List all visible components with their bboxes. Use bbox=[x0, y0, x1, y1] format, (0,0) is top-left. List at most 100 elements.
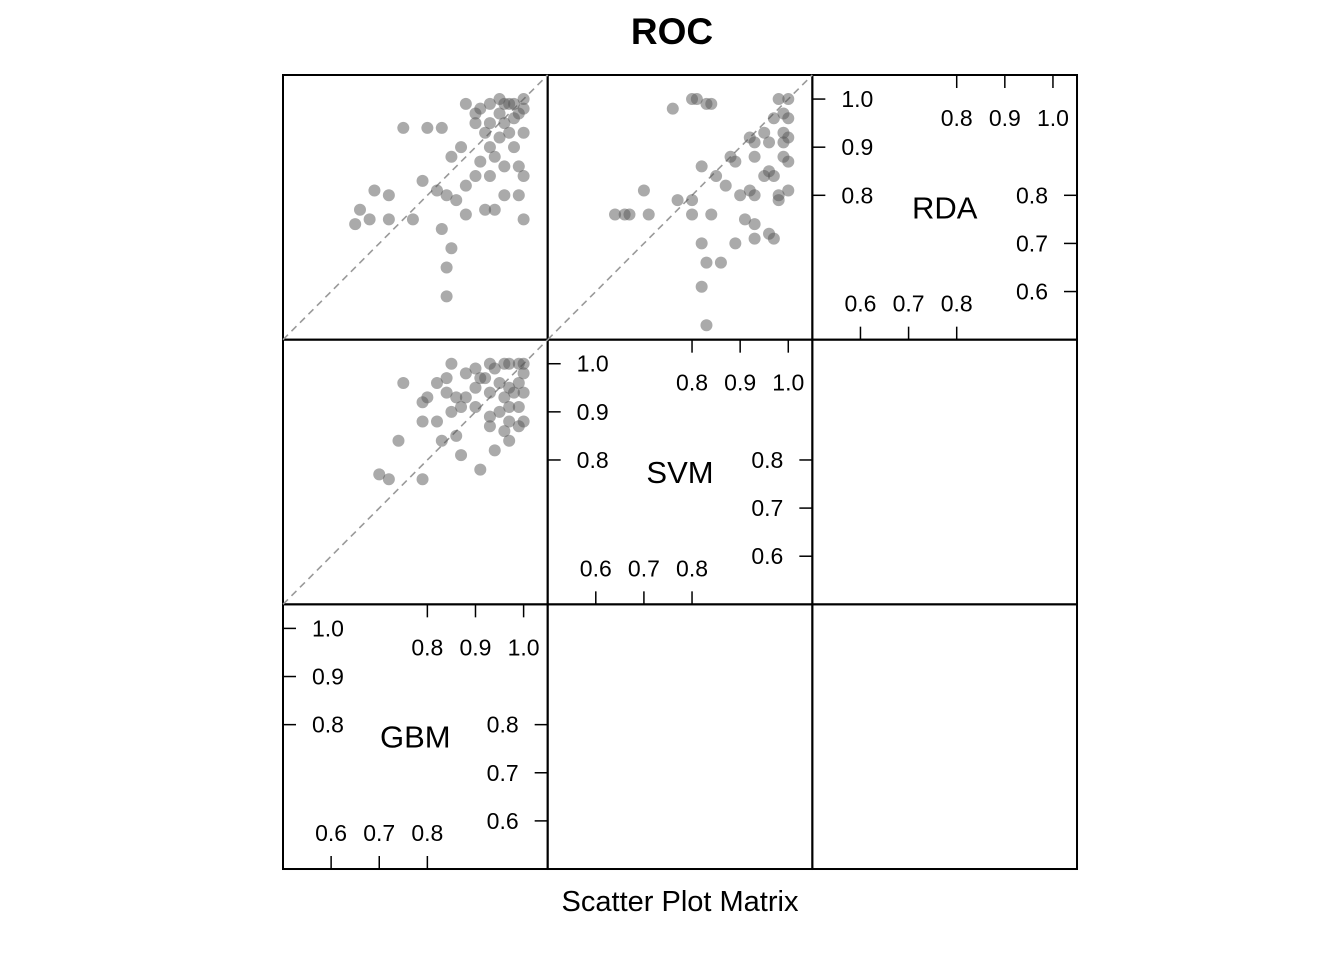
svm-vs-gbm-point bbox=[503, 357, 516, 370]
rda-vs-svm-point bbox=[748, 136, 761, 149]
rda-vs-gbm-point bbox=[435, 222, 448, 235]
rda-vs-svm-point bbox=[748, 189, 761, 202]
rda-vs-svm-point bbox=[686, 208, 699, 221]
rda-vs-svm-point bbox=[695, 160, 708, 173]
rda-vs-gbm-point bbox=[450, 194, 463, 207]
rda-vs-svm-point bbox=[695, 237, 708, 250]
rda-vs-gbm-point bbox=[440, 290, 453, 303]
rda-vs-svm-point bbox=[719, 179, 732, 192]
rda-vs-gbm-point bbox=[349, 218, 362, 231]
x-axis-label: Scatter Plot Matrix bbox=[562, 886, 799, 918]
svm-vs-gbm-point bbox=[488, 444, 501, 457]
rda-vs-gbm-point bbox=[517, 213, 530, 226]
rda-vs-gbm-point bbox=[493, 131, 506, 144]
rda-top-tick-label: 1.0 bbox=[1037, 105, 1069, 131]
rda-top-tick-label: 0.8 bbox=[941, 105, 973, 131]
gbm-top-tick-label: 0.8 bbox=[411, 634, 443, 660]
rda-vs-gbm-point bbox=[493, 107, 506, 120]
rda-vs-gbm-point bbox=[479, 126, 492, 139]
rda-vs-svm-point bbox=[671, 194, 684, 207]
svm-vs-gbm-point bbox=[450, 429, 463, 442]
rda-vs-gbm-point bbox=[469, 170, 482, 183]
rda-vs-svm-point bbox=[623, 208, 636, 221]
svm-vs-gbm-point bbox=[469, 381, 482, 394]
rda-vs-svm-point bbox=[714, 256, 727, 269]
rda-vs-gbm-point bbox=[440, 261, 453, 274]
rda-vs-svm-point bbox=[748, 232, 761, 245]
svm-vs-gbm-point bbox=[445, 405, 458, 418]
gbm-right-tick-label: 0.6 bbox=[487, 808, 519, 834]
rda-vs-svm-point bbox=[700, 256, 713, 269]
svm-right-tick-label: 0.7 bbox=[751, 495, 783, 521]
rda-vs-gbm-point bbox=[474, 102, 487, 115]
rda-vs-svm-point bbox=[748, 218, 761, 231]
rda-vs-gbm-point bbox=[382, 189, 395, 202]
rda-vs-svm-point bbox=[686, 194, 699, 207]
rda-vs-svm-point bbox=[729, 155, 742, 168]
svm-vs-gbm-point bbox=[416, 396, 429, 409]
svm-vs-gbm-point bbox=[517, 386, 530, 399]
panel-frame bbox=[546, 603, 814, 871]
rda-vs-gbm-point bbox=[455, 141, 468, 154]
rda-vs-gbm-point bbox=[445, 150, 458, 163]
svm-vs-gbm-point bbox=[517, 367, 530, 380]
gbm-bottom-tick-label: 0.6 bbox=[315, 820, 347, 846]
rda-vs-gbm-point bbox=[406, 213, 419, 226]
rda-vs-svm-point bbox=[700, 319, 713, 332]
rda-vs-gbm-point bbox=[368, 184, 381, 197]
svm-left-tick-label: 0.9 bbox=[577, 399, 609, 425]
svm-vs-gbm-point bbox=[416, 473, 429, 486]
svm-vs-gbm-point bbox=[459, 391, 472, 404]
svm-vs-gbm-point bbox=[373, 468, 386, 481]
rda-vs-gbm-point bbox=[498, 117, 511, 130]
rda-vs-gbm-point bbox=[479, 203, 492, 216]
rda-vs-gbm-point bbox=[517, 93, 530, 106]
svm-vs-gbm-point bbox=[503, 401, 516, 414]
rda-bottom-tick-label: 0.8 bbox=[941, 291, 973, 317]
gbm-right-tick-label: 0.7 bbox=[487, 760, 519, 786]
rda-vs-gbm-point bbox=[507, 141, 520, 154]
rda-vs-svm-point bbox=[782, 184, 795, 197]
rda-vs-svm-point bbox=[729, 237, 742, 250]
rda-vs-svm-point bbox=[666, 102, 679, 115]
svm-vs-gbm-point bbox=[469, 401, 482, 414]
svm-vs-gbm-point bbox=[503, 434, 516, 447]
gbm-left-tick-label: 0.8 bbox=[312, 712, 344, 738]
svm-vs-gbm-point bbox=[455, 449, 468, 462]
rda-vs-gbm-point bbox=[483, 141, 496, 154]
rda-vs-gbm-point bbox=[512, 160, 525, 173]
rda-vs-gbm-point bbox=[397, 121, 410, 134]
svm-vs-gbm-point bbox=[430, 376, 443, 389]
svm-vs-gbm-point bbox=[507, 386, 520, 399]
rda-vs-gbm-point bbox=[517, 170, 530, 183]
rda-vs-gbm-point bbox=[507, 112, 520, 125]
svm-vs-gbm-point bbox=[474, 463, 487, 476]
rda-vs-svm-point bbox=[695, 280, 708, 293]
rda-vs-svm-point bbox=[772, 194, 785, 207]
rda-vs-svm-point bbox=[609, 208, 622, 221]
gbm-left-tick-label: 1.0 bbox=[312, 615, 344, 641]
svm-vs-gbm-point bbox=[493, 376, 506, 389]
svm-vs-gbm-point bbox=[459, 367, 472, 380]
rda-vs-gbm-point bbox=[507, 97, 520, 110]
svm-top-tick-label: 0.9 bbox=[724, 370, 756, 396]
svm-bottom-tick-label: 0.7 bbox=[628, 555, 660, 581]
rda-right-tick-label: 0.8 bbox=[1016, 182, 1048, 208]
rda-top-tick-label: 0.9 bbox=[989, 105, 1021, 131]
rda-vs-gbm-point bbox=[483, 97, 496, 110]
rda-vs-svm-point bbox=[763, 136, 776, 149]
rda-vs-svm-point bbox=[782, 93, 795, 106]
rda-left-tick-label: 1.0 bbox=[841, 86, 873, 112]
rda-vs-svm-point bbox=[738, 213, 751, 226]
svm-vs-gbm-point bbox=[512, 401, 525, 414]
rda-left-tick-label: 0.9 bbox=[841, 134, 873, 160]
svm-vs-gbm-point bbox=[483, 410, 496, 423]
rda-vs-gbm-point bbox=[488, 150, 501, 163]
gbm-label: GBM bbox=[380, 720, 451, 755]
rda-left-tick-label: 0.8 bbox=[841, 182, 873, 208]
rda-vs-gbm-point bbox=[503, 126, 516, 139]
rda-vs-svm-point bbox=[710, 170, 723, 183]
svm-vs-gbm-point bbox=[445, 357, 458, 370]
svm-vs-gbm-point bbox=[430, 415, 443, 428]
